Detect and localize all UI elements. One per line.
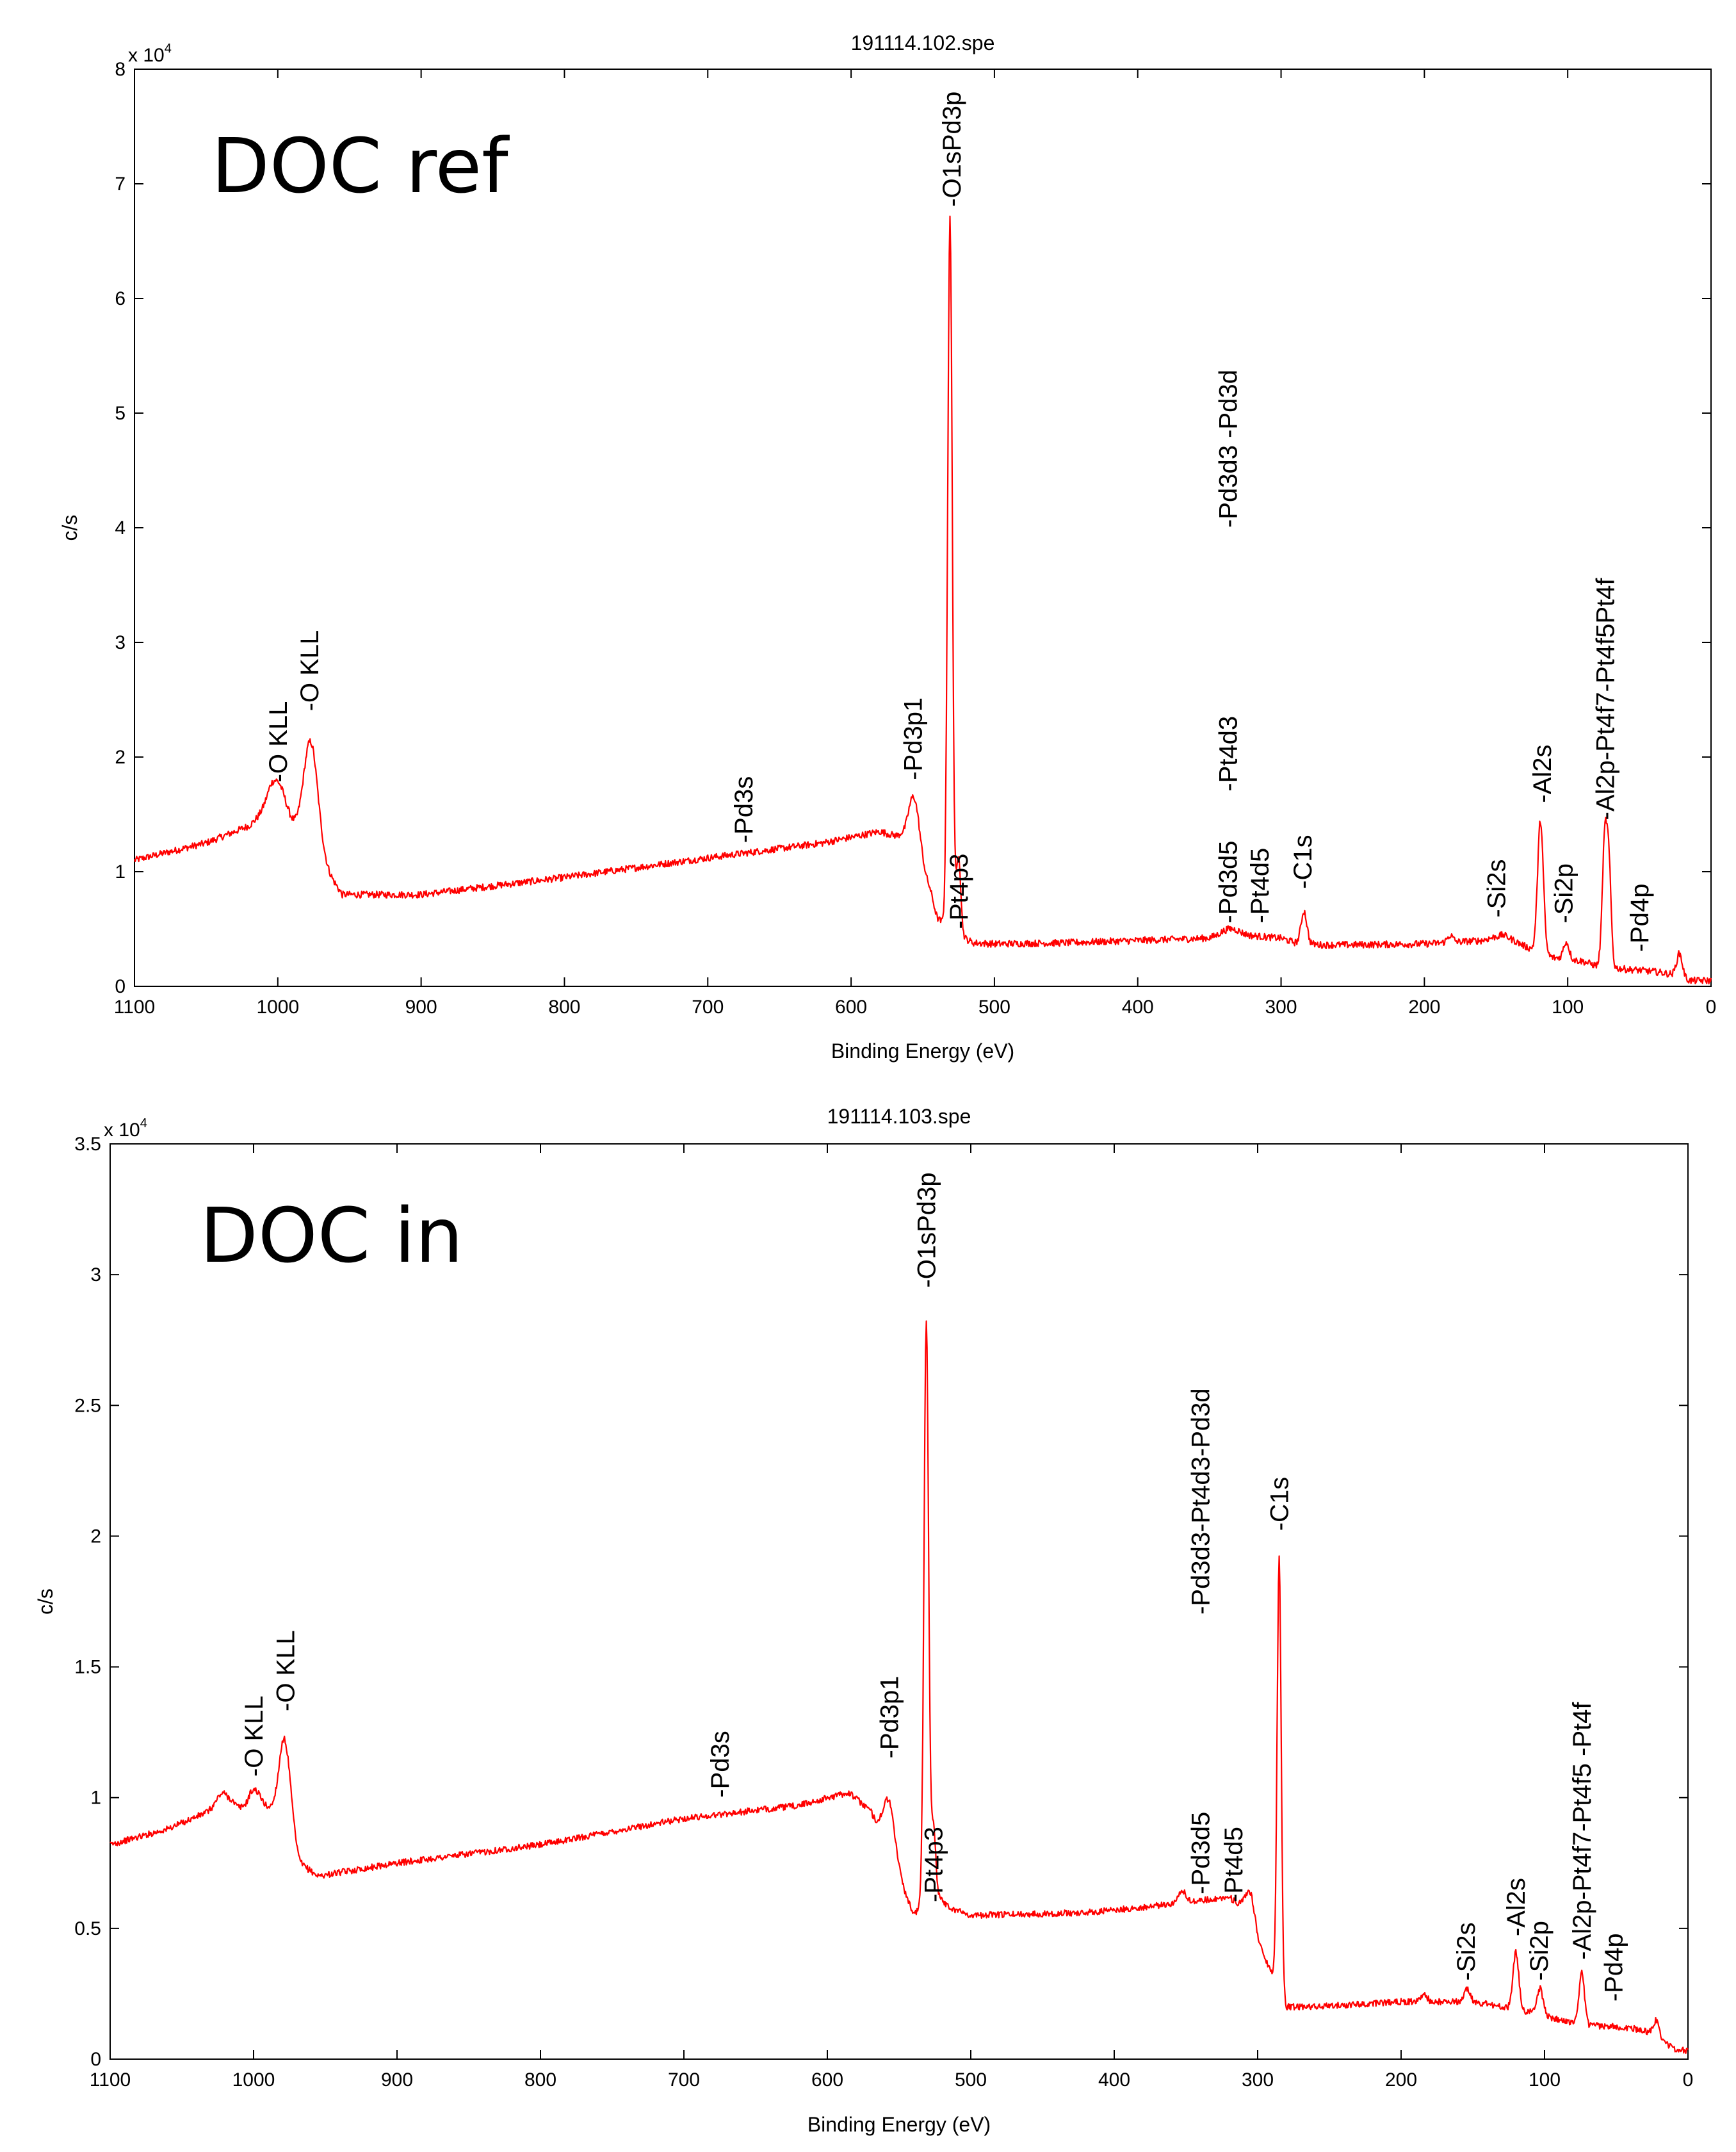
peak-label: -Pt4d3 <box>1215 716 1243 792</box>
x-tick-label: 800 <box>548 997 580 1018</box>
y-tick-label: 0 <box>90 2049 101 2070</box>
peak-label: -O1sPd3p <box>938 92 966 207</box>
x-tick-label: 800 <box>524 2069 556 2091</box>
x-tick-label: 600 <box>835 997 867 1018</box>
peak-label: -Pt4p3 <box>920 1827 948 1902</box>
x-tick-label: 400 <box>1098 2069 1130 2091</box>
y-tick-label: 8 <box>115 59 126 80</box>
x-tick-label: 100 <box>1529 2069 1561 2091</box>
sample-annotation: DOC in <box>200 1191 463 1280</box>
x-tick-label: 700 <box>668 2069 700 2091</box>
peak-label: -C1s <box>1266 1477 1294 1531</box>
x-axis-label: Binding Energy (eV) <box>831 1039 1014 1063</box>
y-tick-label: 1 <box>90 1788 101 1809</box>
peak-label: -Al2p-Pt4f7-Pt4f5Pt4f <box>1591 578 1619 820</box>
x-tick-label: 300 <box>1265 997 1297 1018</box>
x-tick-label: 200 <box>1408 997 1440 1018</box>
x-tick-label: 500 <box>955 2069 987 2091</box>
y-tick-label: 4 <box>115 518 126 539</box>
y-tick-label: 1.5 <box>74 1657 101 1678</box>
peak-label: -Pd3s <box>706 1731 734 1798</box>
x-tick-label: 1100 <box>114 997 156 1018</box>
x-tick-label: 600 <box>811 2069 843 2091</box>
y-tick-label: 7 <box>115 174 126 195</box>
x-tick-label: 1100 <box>90 2069 131 2091</box>
y-tick-label: 2.5 <box>74 1395 101 1416</box>
y-axis-label: c/s <box>58 515 81 541</box>
peak-label: -Pd3d3 -Pd3d <box>1215 370 1243 528</box>
x-tick-label: 400 <box>1122 997 1154 1018</box>
x-tick-label: 500 <box>978 997 1010 1018</box>
y-tick-label: 2 <box>90 1526 101 1547</box>
peak-label: -O1sPd3p <box>913 1172 941 1287</box>
peak-label: -Al2s <box>1529 744 1557 803</box>
x-tick-label: 1000 <box>256 997 299 1018</box>
peak-label: -Pd4p <box>1600 1933 1628 2001</box>
y-tick-label: 1 <box>115 861 126 883</box>
chart-panel-2: 1100 1000 900 800 700 600 500 400 300 200 100 000.5… <box>34 1105 1693 2136</box>
peak-label: -O KLL <box>264 701 293 783</box>
peak-label: -Al2p-Pt4f7-Pt4f5 -Pt4f <box>1568 1702 1596 1960</box>
peak-label: -Pt4p3 <box>945 854 973 929</box>
peak-label: -Si2s <box>1482 859 1511 917</box>
x-tick-label: 900 <box>405 997 437 1018</box>
y-tick-label: 5 <box>115 403 126 424</box>
peak-label: -Si2p <box>1550 863 1578 923</box>
peak-label: -C1s <box>1289 835 1317 888</box>
x-tick-label: 700 <box>692 997 724 1018</box>
x-tick-label: 0 <box>1683 2069 1694 2091</box>
peak-label: -Pd3p1 <box>899 697 927 780</box>
x-axis-label: Binding Energy (eV) <box>807 2113 991 2136</box>
peak-label: -Si2p <box>1525 1921 1553 1980</box>
y-tick-label: 3 <box>90 1264 101 1285</box>
x-tick-label: 100 <box>1552 997 1584 1018</box>
y-tick-label: 3.5 <box>74 1134 101 1155</box>
y-tick-label: 2 <box>115 747 126 768</box>
y-tick-label: 0.5 <box>74 1918 101 1939</box>
y-axis-multiplier: x 104 <box>128 42 172 66</box>
y-tick-label: 3 <box>115 632 126 653</box>
peak-label: -Si2s <box>1452 1922 1480 1980</box>
chart-title: 191114.103.spe <box>827 1105 971 1128</box>
peak-label: -Pt4d5 <box>1246 848 1274 924</box>
peak-label: -Pd3d5 <box>1187 1812 1215 1895</box>
x-tick-label: 1000 <box>232 2069 275 2091</box>
chart-panel-1: 1100 1000 900 800 700 600 500 400 300 200 100 00123… <box>58 31 1716 1063</box>
peak-label: -Pd3d3-Pt4d3-Pd3d <box>1187 1388 1215 1615</box>
sample-annotation: DOC ref <box>211 122 510 210</box>
y-axis-label: c/s <box>34 1588 57 1615</box>
x-tick-label: 0 <box>1706 997 1717 1018</box>
peak-label: -O KLL <box>296 630 324 712</box>
peak-label: -Pt4d5 <box>1220 1827 1248 1902</box>
y-axis-multiplier: x 104 <box>104 1116 147 1141</box>
spectrum-series-line <box>133 215 1712 984</box>
plot-area-frame <box>110 1143 1689 2060</box>
x-tick-label: 200 <box>1385 2069 1417 2091</box>
peak-label: -Pd3s <box>730 776 758 844</box>
peak-label: -O KLL <box>272 1630 300 1711</box>
x-tick-label: 300 <box>1242 2069 1274 2091</box>
spectrum-series-line <box>110 1320 1689 2054</box>
peak-label: -O KLL <box>240 1695 268 1777</box>
peak-label: -Al2s <box>1502 1878 1530 1936</box>
y-tick-label: 0 <box>115 976 126 997</box>
chart-title: 191114.102.spe <box>851 31 995 54</box>
x-tick-label: 900 <box>381 2069 413 2091</box>
peak-label: -Pd4p <box>1626 884 1654 952</box>
peak-label: -Pd3p1 <box>875 1675 904 1758</box>
y-tick-label: 6 <box>115 288 126 309</box>
peak-label: -Pd3d5 <box>1215 841 1243 924</box>
